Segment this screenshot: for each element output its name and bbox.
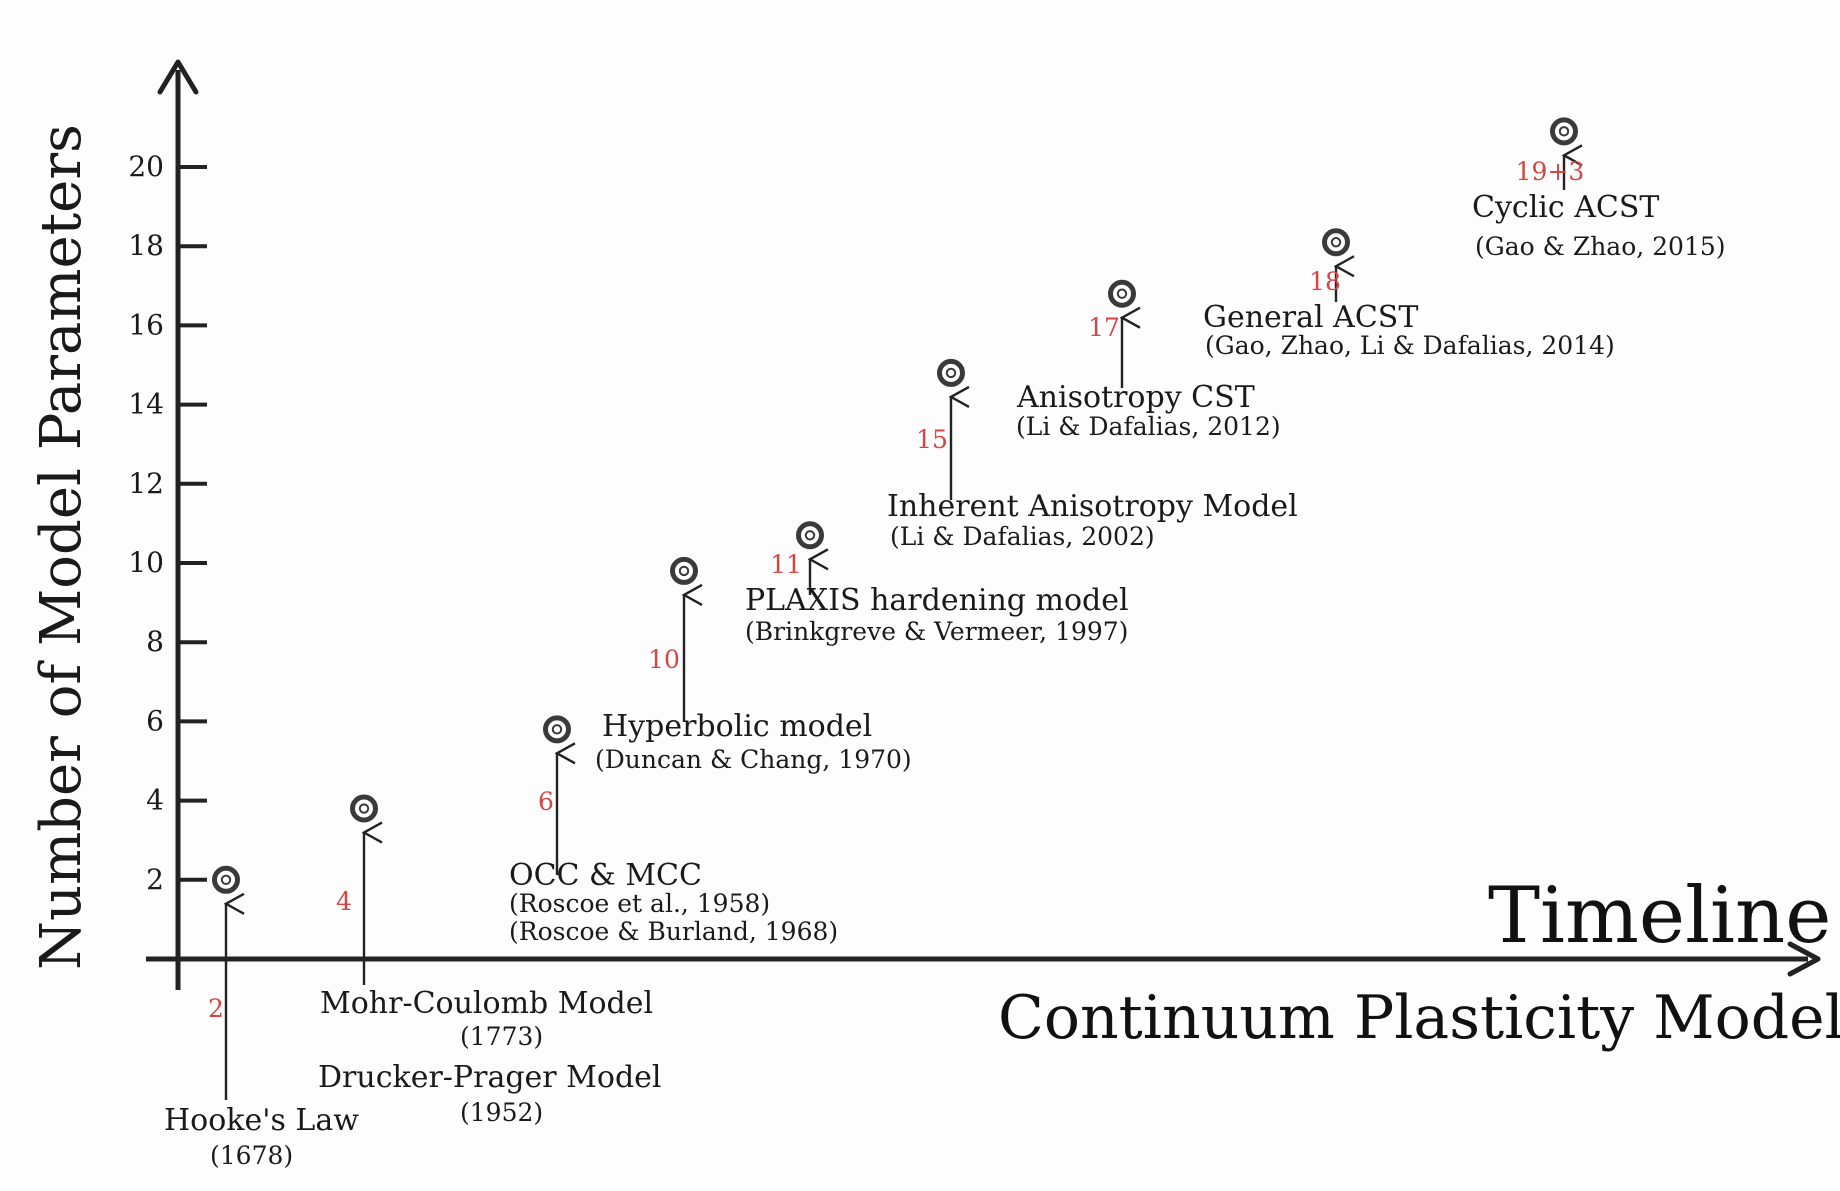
model-ref-year: (1678) (210, 1141, 293, 1170)
param-count-label: 18 (1309, 267, 1341, 296)
y-tick-label: 2 (146, 863, 164, 896)
point-marker-inner (551, 724, 563, 735)
data-points: 2 Hooke's Law (1678) 4 Mohr-Coulomb Model(17… (164, 117, 1726, 1170)
data-point: 2 Hooke's Law (1678) (164, 865, 359, 1170)
param-count-label: 11 (770, 550, 802, 579)
model-name: Cyclic ACST (1472, 190, 1659, 225)
model-ref: (Gao & Zhao, 2015) (1475, 232, 1726, 261)
model-ref: (Duncan & Chang, 1970) (595, 745, 912, 774)
point-marker-inner (220, 874, 232, 885)
y-tick-label: 16 (128, 308, 164, 341)
y-tick-label: 10 (128, 546, 164, 579)
y-tick-label: 14 (128, 388, 164, 421)
point-marker-inner (804, 530, 816, 541)
data-point: 4 Mohr-Coulomb Model(1773) Drucker-Prager … (318, 794, 662, 1127)
model-name: General ACST (1203, 300, 1418, 335)
y-tick-label: 6 (146, 704, 164, 737)
timeline-title: Timeline (1488, 871, 1831, 961)
model-name: Mohr-Coulomb Model (320, 986, 653, 1021)
data-point: 17 Anisotropy CST(Li & Dafalias, 2012) (1016, 279, 1281, 441)
param-count-label: 15 (916, 425, 948, 454)
model-ref: (Gao, Zhao, Li & Dafalias, 2014) (1205, 331, 1615, 360)
model-name: Inherent Anisotropy Model (887, 489, 1298, 524)
model-ref-secondary: (1952) (460, 1098, 543, 1127)
y-ticks: 2 4 6 8 10 12 14 16 18 20 (128, 150, 207, 896)
point-marker-inner (1330, 237, 1342, 248)
point-marker-inner (358, 803, 370, 814)
y-tick-label: 12 (128, 467, 164, 500)
param-count-label: 4 (336, 887, 352, 916)
model-ref-secondary: (Roscoe & Burland, 1968) (509, 917, 838, 946)
x-axis-arrowhead (1787, 941, 1821, 977)
model-ref: (Roscoe et al., 1958) (509, 889, 770, 918)
data-point: 11 PLAXIS hardening model(Brinkgreve & Ve… (745, 521, 1129, 646)
param-count-label: 10 (648, 645, 680, 674)
model-ref: (1678) (210, 1141, 293, 1170)
y-tick-label: 20 (128, 150, 164, 183)
model-ref: (Li & Dafalias, 2002) (890, 522, 1155, 551)
point-marker-inner (1116, 288, 1128, 299)
point-marker-inner (945, 367, 957, 379)
param-count-label: 17 (1088, 313, 1120, 342)
y-tick-label: 8 (146, 625, 164, 658)
data-point: 10 Hyperbolic model(Duncan & Chang, 1970) (595, 556, 912, 774)
model-name-secondary: Drucker-Prager Model (318, 1060, 662, 1095)
model-ref: (Brinkgreve & Vermeer, 1997) (745, 617, 1128, 646)
data-point: 19+3 Cyclic ACST (Gao & Zhao, 2015) (1472, 117, 1726, 261)
model-name: Hooke's Law (164, 1103, 359, 1138)
point-marker-inner (1558, 126, 1570, 137)
param-count-label: 19+3 (1516, 157, 1585, 186)
model-ref: (Li & Dafalias, 2012) (1016, 412, 1281, 441)
model-name: Hyperbolic model (602, 709, 872, 744)
point-marker-inner (678, 565, 690, 577)
model-name: PLAXIS hardening model (745, 583, 1129, 618)
y-tick-label: 18 (128, 229, 164, 262)
data-point: 6 OCC & MCC(Roscoe et al., 1958)(Roscoe &… (509, 715, 838, 946)
x-axis-title: Continuum Plasticity Models (998, 983, 1840, 1053)
y-tick-label: 4 (146, 784, 164, 817)
y-axis-title: Number of Model Parameters (29, 124, 94, 970)
param-count-label: 6 (538, 787, 554, 816)
data-point: 18 General ACST(Gao, Zhao, Li & Dafalias,… (1203, 228, 1615, 360)
y-axis-arrowhead (157, 59, 199, 95)
param-count-label: 2 (208, 994, 224, 1023)
model-ref: (1773) (460, 1022, 543, 1051)
model-name: Anisotropy CST (1016, 380, 1255, 415)
model-name: OCC & MCC (509, 858, 702, 893)
